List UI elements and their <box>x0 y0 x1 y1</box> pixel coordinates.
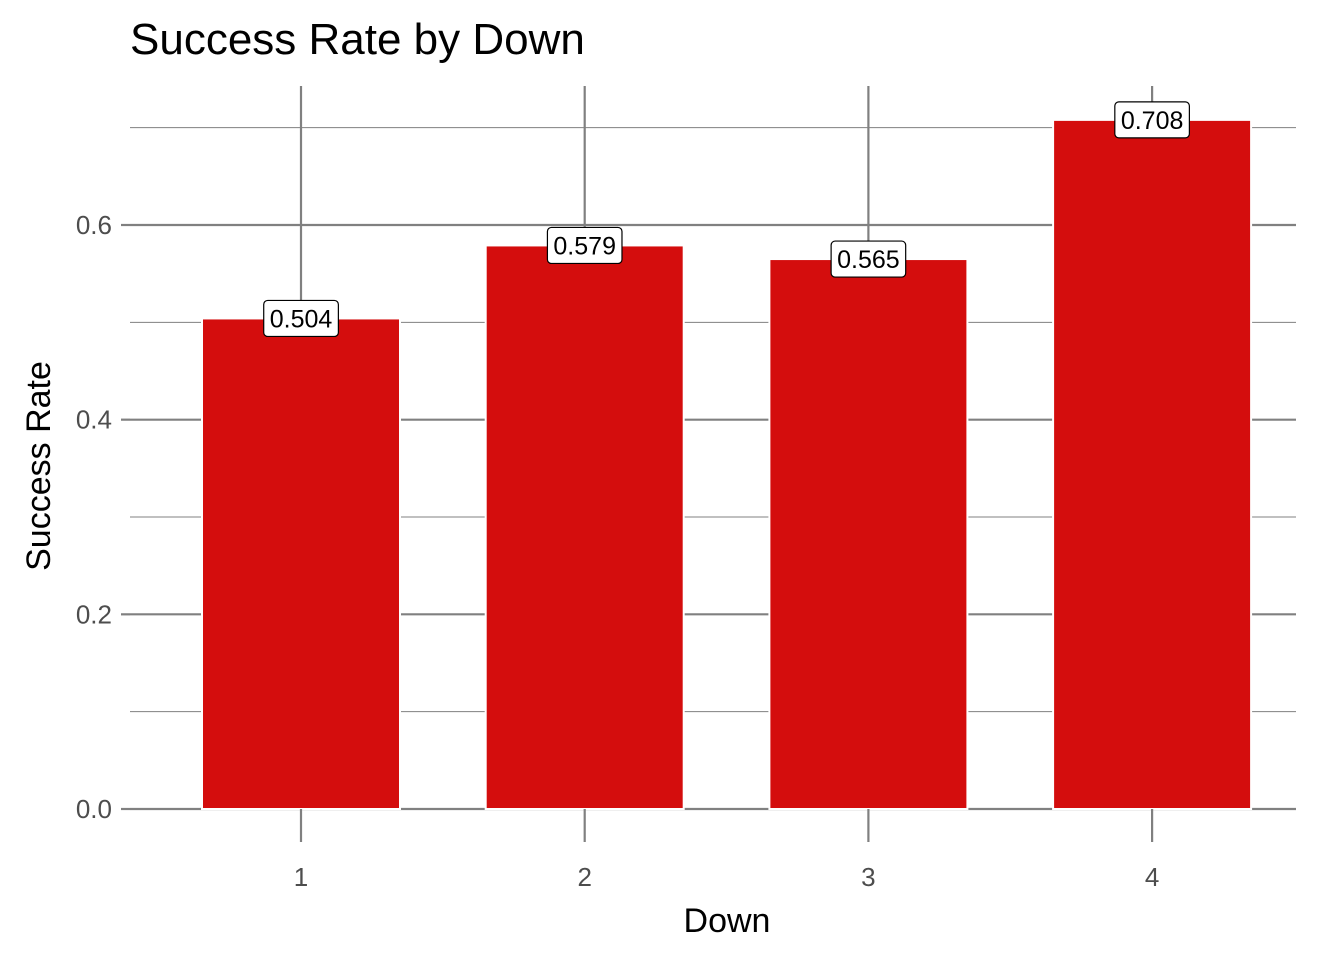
data-labels: 0.504 0.579 0.565 0.708 <box>263 101 1190 338</box>
data-label-box <box>830 240 907 278</box>
x-axis-title: Down <box>684 902 771 940</box>
data-label-box <box>263 299 339 338</box>
chart-title: Success Rate by Down <box>130 15 585 64</box>
data-label-text: 0.579 <box>553 232 616 260</box>
data-label-box <box>1114 101 1190 139</box>
y-tick-label: 0.2 <box>76 599 112 629</box>
y-tick-label: 0.4 <box>76 405 112 435</box>
data-label-text: 0.708 <box>1121 107 1184 135</box>
x-tick-label: 3 <box>861 862 875 892</box>
data-label-down-4: 0.708 <box>1114 101 1190 139</box>
bars <box>201 118 1253 811</box>
data-label-down-3: 0.565 <box>830 240 907 278</box>
data-label-text: 0.504 <box>270 305 333 333</box>
bar-down-4 <box>1052 118 1253 810</box>
data-label-text: 0.565 <box>837 246 900 274</box>
bar-down-1 <box>201 317 401 810</box>
bar-down-2 <box>484 244 685 810</box>
data-label-down-1: 0.504 <box>263 299 339 338</box>
x-tick-label: 2 <box>577 862 591 892</box>
data-label-down-2: 0.579 <box>546 226 623 265</box>
y-axis-title: Success Rate <box>20 361 58 571</box>
y-tick-label: 0.0 <box>76 794 112 824</box>
data-label-box <box>546 226 623 265</box>
x-tick-label: 4 <box>1145 862 1159 892</box>
y-tick-label: 0.6 <box>76 210 112 240</box>
x-tick-label: 1 <box>294 862 308 892</box>
x-axis-ticks: 1 2 3 4 <box>294 809 1159 892</box>
bar-down-3 <box>768 258 969 811</box>
y-axis-ticks: 0.0 0.2 0.4 0.6 <box>76 210 130 824</box>
